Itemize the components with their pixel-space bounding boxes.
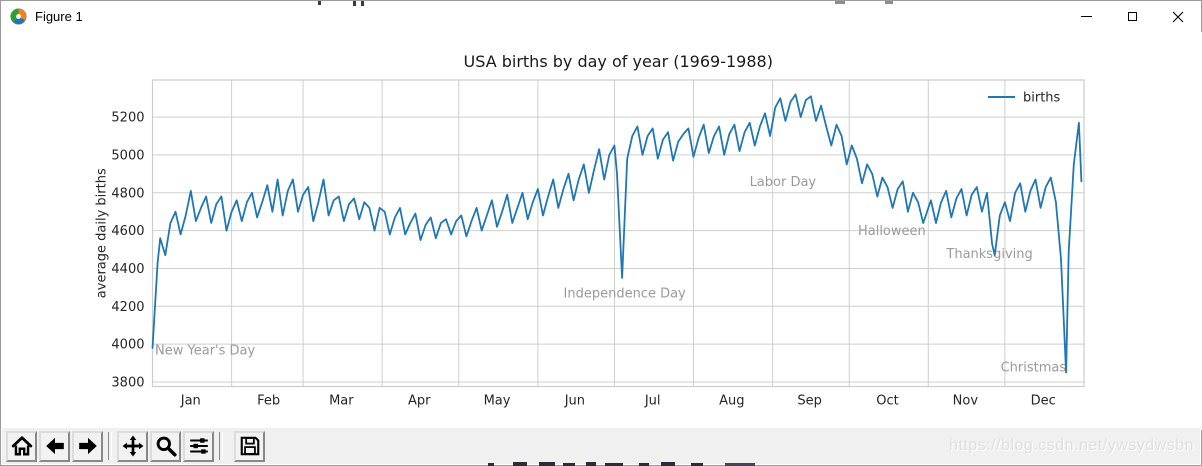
x-tick-label: Nov <box>953 394 979 409</box>
screen-edge-artifact <box>318 1 321 5</box>
maximize-button[interactable] <box>1109 1 1155 32</box>
holiday-annotation: Thanksgiving <box>945 247 1032 262</box>
close-button[interactable] <box>1155 1 1201 32</box>
home-button[interactable] <box>6 430 37 462</box>
screen-edge-artifact <box>835 1 845 4</box>
holiday-annotation: Independence Day <box>564 287 687 302</box>
legend-label: births <box>1023 91 1061 106</box>
holiday-annotation: Christmas <box>1001 360 1067 375</box>
save-floppy-icon <box>240 436 259 456</box>
x-tick-label: Dec <box>1031 394 1056 409</box>
minimize-icon <box>1080 16 1092 17</box>
y-tick-label: 4000 <box>111 338 144 353</box>
x-tick-label: Jun <box>564 394 585 409</box>
x-tick-label: Jan <box>180 394 201 409</box>
y-tick-label: 4800 <box>111 186 144 201</box>
births-line-chart[interactable]: 3800 4000 4200 4400 4600 4800 5000 5200 Jan Feb Ma… <box>2 32 1202 430</box>
x-tick-label: Feb <box>257 394 280 409</box>
y-tick-label: 5200 <box>111 111 144 126</box>
screen-edge-artifact <box>725 463 755 466</box>
x-tick-label: Mar <box>329 394 354 409</box>
screen-edge-artifact <box>488 463 494 466</box>
forward-button[interactable] <box>72 430 103 462</box>
navigation-toolbar: https://blog.csdn.net/ywsydwsbn <box>2 428 1200 464</box>
title-bar[interactable]: Figure 1 <box>1 1 1201 32</box>
sliders-icon <box>189 438 208 454</box>
y-tick-label: 4200 <box>111 300 144 315</box>
screen-edge-artifact <box>586 462 596 466</box>
x-tick-label: Sep <box>797 394 822 409</box>
zoom-button[interactable] <box>150 430 181 462</box>
holiday-annotation: Labor Day <box>750 175 817 190</box>
x-tick-label: Aug <box>719 394 744 409</box>
screen-edge-artifact <box>563 463 575 466</box>
screen-edge-artifact <box>361 1 364 6</box>
maximize-icon <box>1127 12 1137 21</box>
configure-subplots-button[interactable] <box>183 430 214 462</box>
x-tick-label: Oct <box>876 394 898 409</box>
pan-move-icon <box>122 435 143 457</box>
csdn-watermark: https://blog.csdn.net/ywsydwsbn <box>949 437 1194 454</box>
screen-edge-artifact <box>539 462 555 466</box>
save-button[interactable] <box>234 430 265 462</box>
screen-edge-artifact <box>691 463 703 466</box>
x-tick-label: May <box>484 394 511 409</box>
y-tick-label: 4400 <box>111 262 144 277</box>
forward-arrow-icon <box>78 437 97 455</box>
close-icon <box>1172 11 1184 22</box>
screen-edge-artifact <box>885 1 893 4</box>
screen-edge-artifact <box>605 463 623 466</box>
plot-area[interactable] <box>152 80 1085 387</box>
screen-edge-artifact <box>353 1 356 6</box>
pan-button[interactable] <box>117 430 148 462</box>
screen-edge-artifact <box>639 463 649 466</box>
figure-canvas[interactable]: 3800 4000 4200 4400 4600 4800 5000 5200 Jan Feb Ma… <box>2 32 1202 430</box>
toolbar-separator <box>219 432 223 460</box>
back-arrow-icon <box>45 437 64 455</box>
home-icon <box>11 436 32 456</box>
y-tick-label: 4600 <box>111 224 144 239</box>
y-tick-label: 3800 <box>111 375 144 390</box>
screen-edge-artifact <box>513 462 527 466</box>
window-title: Figure 1 <box>35 9 83 24</box>
minimize-button[interactable] <box>1063 1 1109 32</box>
matplotlib-logo-icon <box>10 8 27 25</box>
holiday-annotation: New Year's Day <box>155 343 255 358</box>
toolbar-separator <box>108 432 112 460</box>
back-button[interactable] <box>39 430 70 462</box>
x-tick-label: Apr <box>408 394 431 409</box>
magnifier-icon <box>156 436 177 457</box>
axes-frame <box>151 79 1085 388</box>
births-series-line <box>151 93 1083 374</box>
chart-title: USA births by day of year (1969-1988) <box>464 52 773 71</box>
screen-edge-artifact <box>661 462 675 466</box>
y-axis-label: average daily births <box>95 168 110 298</box>
holiday-annotation: Halloween <box>858 224 926 239</box>
y-tick-label: 5000 <box>111 148 144 163</box>
x-tick-label: Jul <box>644 394 661 409</box>
